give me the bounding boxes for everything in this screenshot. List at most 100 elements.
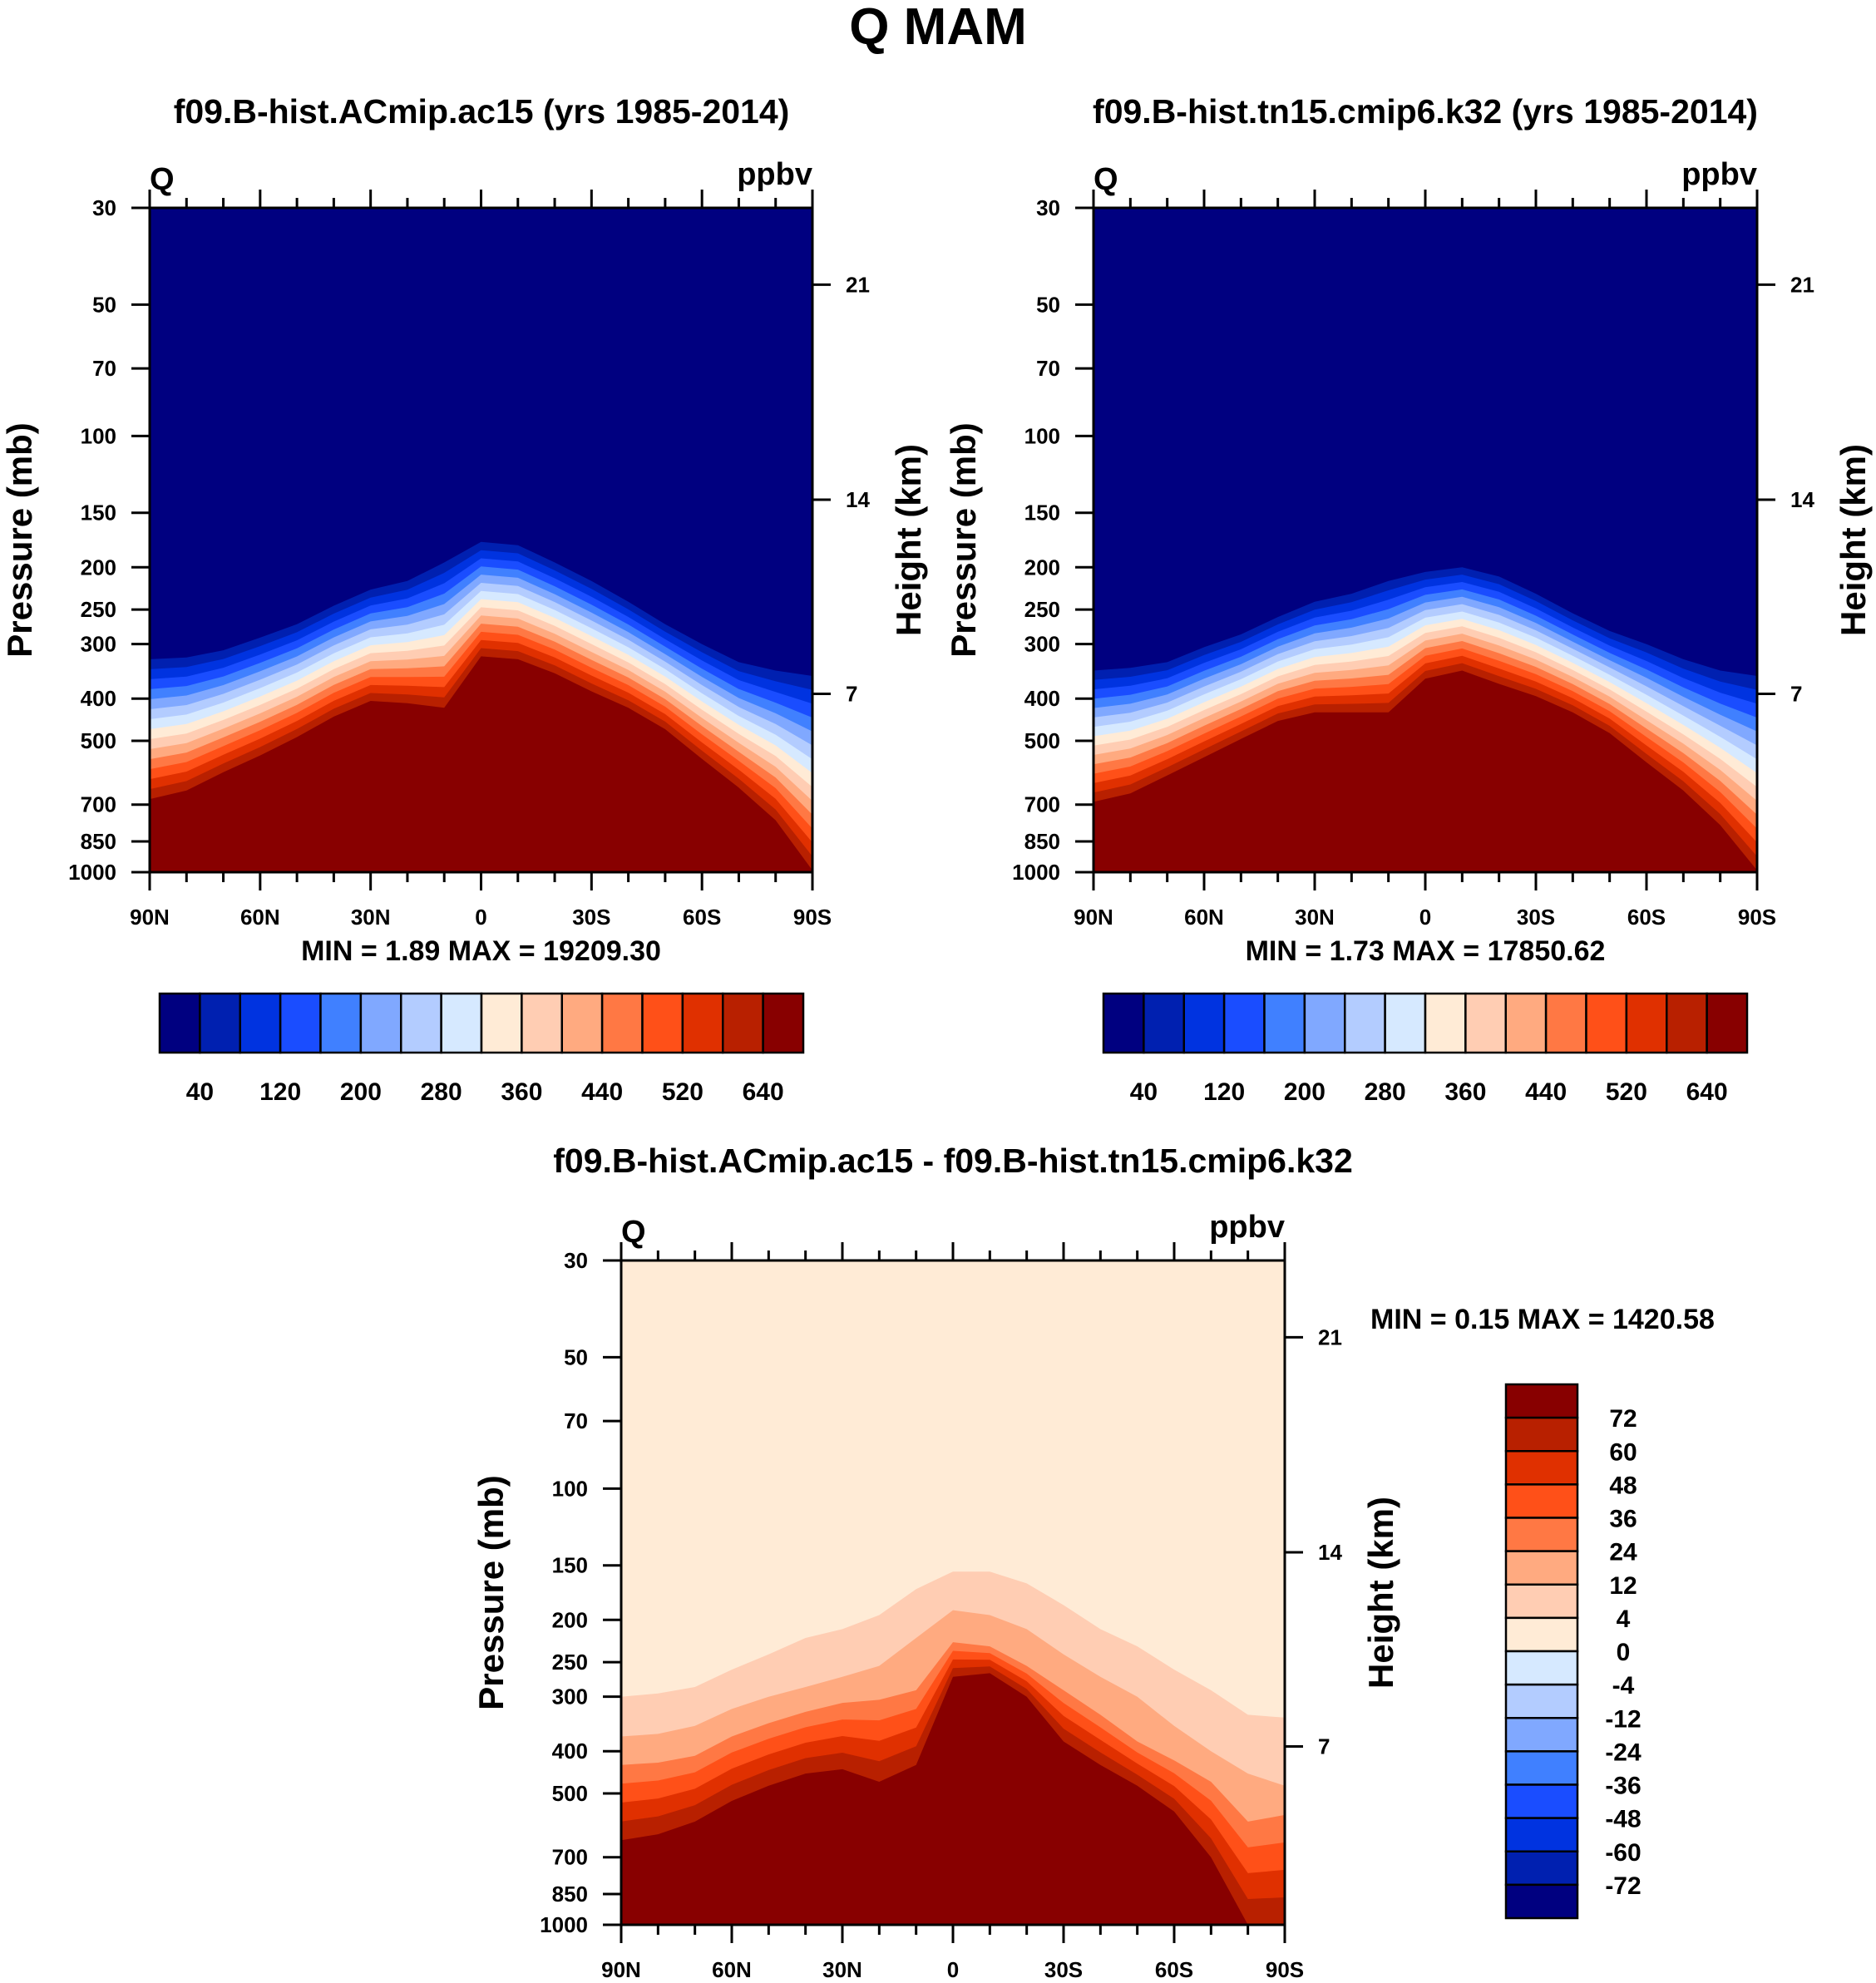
x-tick-label: 60N [712, 1957, 752, 1982]
y-tick-label: 50 [1036, 292, 1060, 317]
colorbar-box [1384, 992, 1427, 1054]
colorbar-label: -72 [1605, 1872, 1641, 1900]
contour-field [1094, 208, 1757, 872]
x-tick-label: 30S [1044, 1957, 1083, 1982]
min-max-stats: MIN = 1.73 MAX = 17850.62 [1246, 935, 1606, 967]
y-tick-label: 200 [1024, 555, 1060, 580]
figure-title: Q MAM [849, 0, 1027, 56]
x-tick-label: 60N [240, 905, 280, 930]
colorbar-box [560, 992, 604, 1054]
x-tick-label: 30S [1517, 905, 1555, 930]
units-label: ppbv [1681, 157, 1757, 192]
panel-1: f09.B-hist.ACmip.ac15 (yrs 1985-2014) Q pp… [0, 92, 928, 1106]
y-tick-label: 30 [1036, 195, 1060, 220]
colorbar-box [1504, 1783, 1579, 1819]
panel-2: f09.B-hist.tn15.cmip6.k32 (yrs 1985-2014… [944, 92, 1873, 1106]
x-tick-label: 90N [601, 1957, 641, 1982]
colorbar-box [359, 992, 402, 1054]
y-right-axis-label: Height (km) [889, 444, 928, 636]
colorbar-label: 640 [1686, 1078, 1728, 1106]
x-tick-label: 30N [822, 1957, 862, 1982]
colorbar-label: 440 [581, 1078, 623, 1106]
colorbar-box [1706, 992, 1749, 1054]
colorbar-box [319, 992, 363, 1054]
y-tick-label: 400 [1024, 686, 1060, 711]
colorbar-box [1504, 1817, 1579, 1852]
colorbar-label: -24 [1605, 1739, 1642, 1766]
colorbar-box [1504, 1616, 1579, 1653]
panel-title: f09.B-hist.ACmip.ac15 (yrs 1985-2014) [174, 92, 790, 131]
colorbar-box [1504, 1550, 1579, 1586]
colorbar-label: -36 [1605, 1773, 1641, 1800]
x-tick-label: 60S [1627, 905, 1666, 930]
colorbar-label: 40 [1130, 1078, 1158, 1106]
y-axis-label: Pressure (mb) [0, 422, 39, 657]
colorbar-label: 640 [743, 1078, 784, 1106]
contour-band [150, 656, 812, 872]
y-tick-label: 700 [81, 792, 116, 817]
colorbar-box [1222, 992, 1266, 1054]
y-tick-label: 500 [1024, 728, 1060, 753]
colorbar-box [1344, 992, 1386, 1054]
colorbar-box [158, 992, 201, 1054]
colorbar-label: 120 [259, 1078, 301, 1106]
colorbar-box [1504, 1650, 1579, 1686]
y-tick-label: 100 [81, 423, 116, 448]
colorbar: 72 60 48 36 24 12 4 0 -4 -12 -24 -36 -48 -60 -72 [1504, 1383, 1642, 1920]
y-tick-label: 1000 [540, 1912, 588, 1937]
y-tick-label: 50 [564, 1344, 588, 1369]
colorbar-box [480, 992, 523, 1054]
colorbar-box [1182, 992, 1226, 1054]
panel-title: f09.B-hist.ACmip.ac15 - f09.B-hist.tn15.… [553, 1142, 1353, 1180]
colorbar-box [722, 992, 764, 1054]
colorbar-box [1504, 1717, 1579, 1753]
colorbar-box [1504, 992, 1548, 1054]
colorbar-label: 360 [501, 1078, 542, 1106]
colorbar-label: 72 [1609, 1405, 1637, 1433]
colorbar-box [440, 992, 483, 1054]
x-tick-label: 0 [1419, 905, 1431, 930]
y-right-tick-label: 14 [1318, 1540, 1342, 1565]
y-tick-label: 70 [92, 356, 116, 381]
y-right-tick-label: 21 [1790, 272, 1814, 297]
x-tick-label: 90N [130, 905, 170, 930]
colorbar-box [1504, 1750, 1579, 1786]
colorbar-box [1303, 992, 1346, 1054]
colorbar-box [1102, 992, 1145, 1054]
colorbar-box [1666, 992, 1708, 1054]
colorbar-box [1504, 1583, 1579, 1620]
colorbar-label: 24 [1609, 1539, 1637, 1566]
colorbar-box [400, 992, 442, 1054]
colorbar-box [1424, 992, 1467, 1054]
min-max-stats: MIN = 0.15 MAX = 1420.58 [1370, 1304, 1715, 1335]
y-right-tick-label: 21 [846, 272, 870, 297]
y-tick-label: 850 [1024, 829, 1060, 854]
colorbar-box [1504, 1883, 1579, 1920]
y-tick-label: 300 [1024, 632, 1060, 657]
y-right-tick-label: 7 [1318, 1734, 1330, 1759]
colorbar-box [1504, 1416, 1579, 1453]
colorbar-label: 12 [1609, 1572, 1637, 1600]
x-tick-label: 30N [351, 905, 391, 930]
x-tick-label: 30S [572, 905, 610, 930]
panel-3: f09.B-hist.ACmip.ac15 - f09.B-hist.tn15.… [471, 1142, 1715, 1982]
y-tick-label: 200 [552, 1607, 588, 1632]
y-tick-label: 400 [81, 686, 116, 711]
x-tick-label: 60S [1155, 1957, 1193, 1982]
colorbar-label: 200 [1284, 1078, 1326, 1106]
colorbar-label: 280 [1365, 1078, 1406, 1106]
y-right-tick-label: 21 [1318, 1324, 1342, 1349]
y-tick-label: 200 [81, 555, 116, 580]
y-tick-label: 300 [552, 1685, 588, 1709]
colorbar-box [762, 992, 805, 1054]
y-tick-label: 100 [1024, 423, 1060, 448]
x-tick-label: 0 [947, 1957, 959, 1982]
y-right-axis-label: Height (km) [1361, 1497, 1400, 1689]
colorbar-box [641, 992, 684, 1054]
colorbar-label: 120 [1203, 1078, 1245, 1106]
colorbar-box [1143, 992, 1185, 1054]
y-tick-label: 850 [81, 829, 116, 854]
variable-label: Q [621, 1215, 646, 1250]
y-tick-label: 150 [81, 501, 116, 525]
